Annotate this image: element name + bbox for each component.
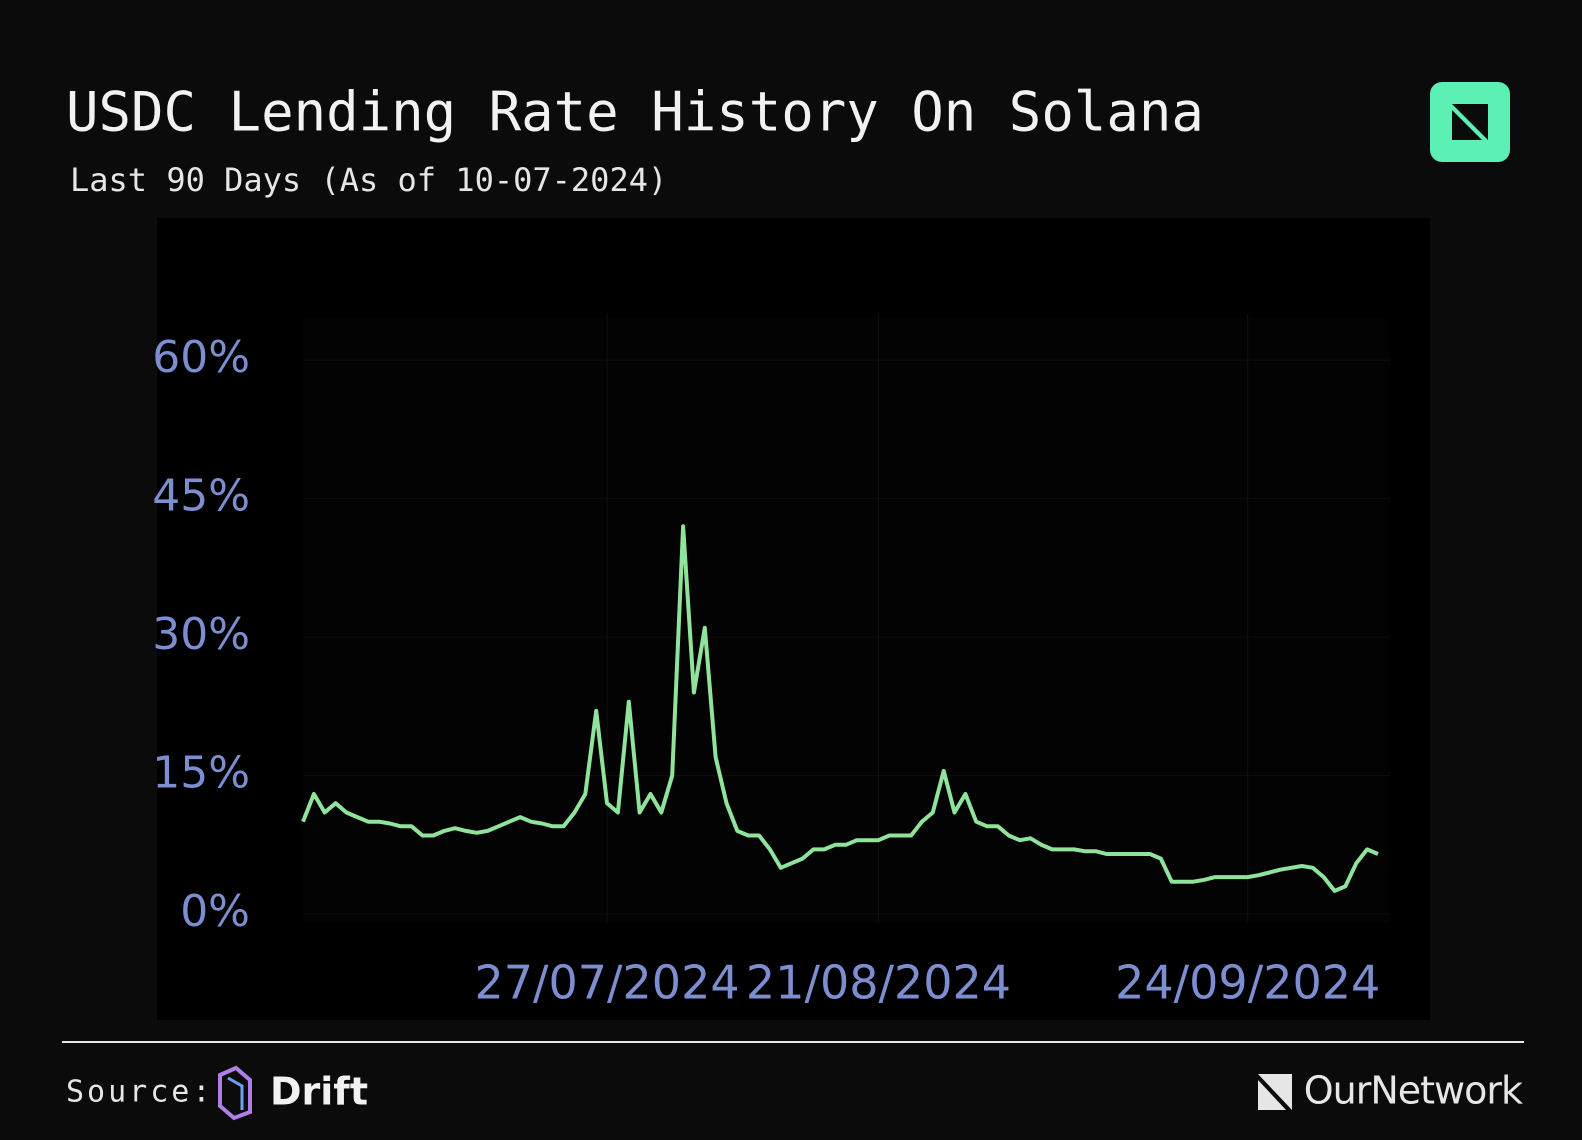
y-tick-label: 15% (152, 748, 250, 799)
chart-subtitle: Last 90 Days (As of 10-07-2024) (70, 161, 667, 199)
y-tick-label: 30% (152, 609, 250, 660)
source-label: Source: (66, 1075, 213, 1110)
chart-title: USDC Lending Rate History On Solana (66, 81, 1204, 144)
logo-glyph (1452, 104, 1488, 140)
y-tick-label: 0% (180, 886, 250, 937)
x-tick-label: 24/09/2024 (1115, 956, 1380, 1010)
x-tick-label: 21/08/2024 (746, 956, 1011, 1010)
logo (1430, 82, 1510, 162)
brand-icon (1258, 1074, 1292, 1110)
brand-icon-shape (1258, 1074, 1292, 1110)
source-icon-shape (218, 1065, 252, 1121)
brand-icon-shape (1258, 1080, 1286, 1110)
source-name: Drift (270, 1070, 368, 1114)
brand-name: OurNetwork (1304, 1069, 1523, 1113)
source-icon (218, 1065, 252, 1121)
y-tick-label: 45% (152, 471, 250, 522)
logo-glyph (1452, 110, 1482, 140)
line-series (301, 524, 1379, 893)
plot-area (303, 318, 1390, 923)
y-tick-label: 60% (152, 332, 250, 383)
source-icon-shape (227, 1076, 244, 1110)
x-tick-label: 27/07/2024 (474, 956, 739, 1010)
